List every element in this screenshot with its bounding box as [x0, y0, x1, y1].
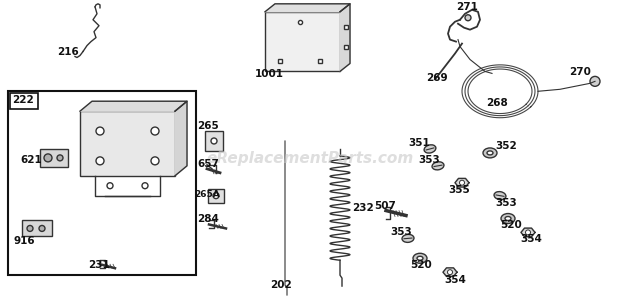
Text: 352: 352	[495, 141, 516, 151]
Circle shape	[27, 225, 33, 231]
Text: 265: 265	[197, 121, 219, 131]
Text: 353: 353	[495, 197, 516, 208]
Bar	[40, 149, 68, 167]
Circle shape	[526, 230, 531, 235]
Polygon shape	[455, 178, 469, 187]
Bar	[10, 93, 38, 109]
Text: 271: 271	[456, 2, 478, 12]
Text: 268: 268	[486, 98, 508, 108]
Text: 284: 284	[197, 215, 219, 225]
Circle shape	[57, 155, 63, 161]
Polygon shape	[521, 228, 535, 237]
Circle shape	[213, 193, 219, 199]
Circle shape	[151, 157, 159, 165]
Text: 265A: 265A	[194, 190, 219, 199]
Circle shape	[151, 127, 159, 135]
Ellipse shape	[413, 253, 427, 263]
Circle shape	[465, 15, 471, 21]
Text: 657: 657	[197, 159, 219, 169]
Polygon shape	[265, 4, 350, 12]
Polygon shape	[175, 101, 187, 176]
Polygon shape	[80, 101, 187, 111]
Ellipse shape	[424, 145, 436, 153]
Text: 202: 202	[270, 280, 292, 290]
Text: 916: 916	[14, 236, 35, 246]
Ellipse shape	[505, 216, 511, 221]
Circle shape	[39, 225, 45, 231]
Bar	[80, 111, 175, 176]
Ellipse shape	[432, 162, 444, 170]
Ellipse shape	[483, 148, 497, 158]
Ellipse shape	[417, 256, 423, 260]
Text: 270: 270	[569, 67, 591, 77]
Polygon shape	[443, 268, 457, 277]
Circle shape	[44, 154, 52, 162]
Bar	[208, 189, 224, 203]
Ellipse shape	[501, 213, 515, 223]
Circle shape	[211, 138, 217, 144]
Ellipse shape	[494, 192, 506, 200]
Circle shape	[96, 127, 104, 135]
Circle shape	[142, 183, 148, 189]
Text: 353: 353	[390, 227, 412, 237]
Ellipse shape	[402, 234, 414, 242]
Circle shape	[590, 76, 600, 86]
Text: 1001: 1001	[255, 69, 284, 79]
Text: 621: 621	[20, 155, 42, 165]
Text: 507: 507	[374, 200, 396, 211]
Polygon shape	[340, 4, 350, 71]
Bar	[8, 91, 196, 275]
Text: 216: 216	[57, 47, 79, 57]
Text: 351: 351	[408, 138, 430, 148]
Circle shape	[448, 270, 453, 275]
Text: 354: 354	[520, 234, 542, 244]
Text: 231: 231	[88, 260, 110, 270]
Text: 520: 520	[500, 220, 522, 231]
Bar	[22, 221, 52, 236]
Circle shape	[96, 157, 104, 165]
Text: 222: 222	[12, 95, 33, 105]
Text: 355: 355	[448, 185, 470, 195]
Text: 353: 353	[418, 155, 440, 165]
Text: 232: 232	[352, 203, 374, 213]
Text: eReplacementParts.com: eReplacementParts.com	[206, 151, 414, 166]
Bar	[265, 12, 340, 71]
Bar	[205, 131, 223, 151]
Text: 520: 520	[410, 260, 432, 270]
Circle shape	[107, 183, 113, 189]
Circle shape	[459, 180, 464, 185]
Text: 354: 354	[444, 275, 466, 285]
Ellipse shape	[487, 151, 493, 155]
Text: 269: 269	[426, 73, 448, 83]
